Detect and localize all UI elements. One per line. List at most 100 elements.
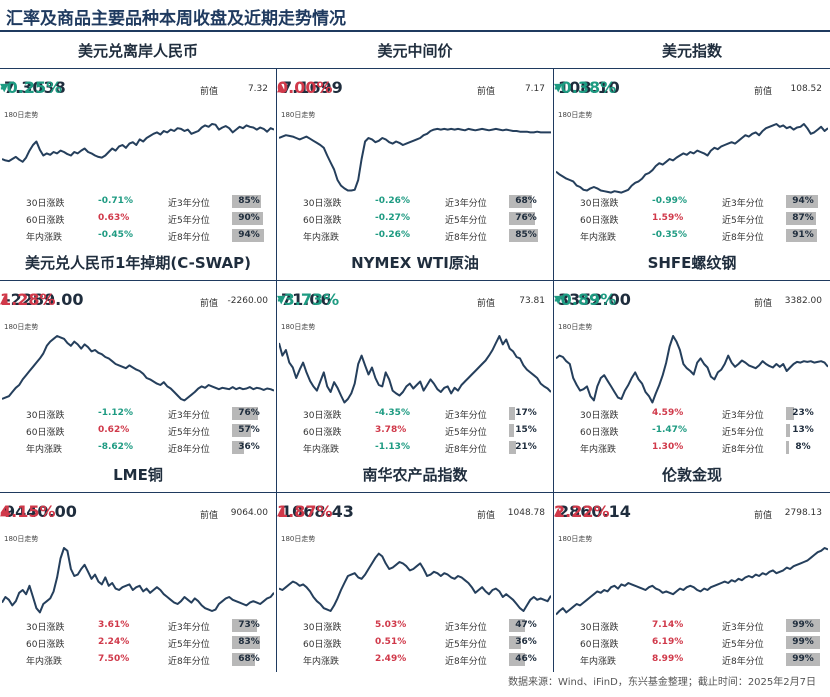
indicator-card: 伦敦金现 2860.14 2.22% ▲ 前值 2798.13 180日走势 30日涨跌 7.1… xyxy=(554,460,830,672)
percentile-bar xyxy=(786,229,817,242)
stats-row: 年内涨跌 -0.35% 近8年分位 91% xyxy=(554,228,830,244)
card-title: 伦敦金现 xyxy=(661,466,722,484)
stats-row: 60日涨跌 -1.47% 近5年分位 13% xyxy=(554,423,830,439)
change-period-label: 60日涨跌 xyxy=(26,216,65,226)
indicator-card: 美元指数 108.10 -0.38% ▼ 前值 108.52 180日走势 30日涨跌 -0.9… xyxy=(554,36,830,248)
percentile-label: 近5年分位 xyxy=(722,640,764,650)
percentile-bar xyxy=(509,195,532,208)
previous-value: 73.81 xyxy=(519,296,545,306)
trend-line xyxy=(556,547,828,616)
percentile-value: 99% xyxy=(792,620,814,630)
stats-row: 年内涨跌 7.50% 近8年分位 68% xyxy=(0,652,276,668)
period-change-value: 2.49% xyxy=(375,654,407,664)
latest-value: 71.06 xyxy=(281,290,332,309)
percentile-bar xyxy=(232,619,257,632)
stats-row: 30日涨跌 7.14% 近3年分位 99% xyxy=(554,618,830,634)
percentile-value: 15% xyxy=(515,425,537,435)
percentile-bar xyxy=(786,407,794,420)
previous-value: 108.52 xyxy=(790,84,823,94)
percentile-bar xyxy=(786,212,816,225)
up-arrow-icon: ▲ xyxy=(0,505,9,518)
percentile-label: 近8年分位 xyxy=(168,233,210,243)
trend-line xyxy=(556,335,828,404)
weekly-change: 4.15% xyxy=(0,502,56,521)
period-change-value: 0.63% xyxy=(98,213,130,223)
trend-label: 180日走势 xyxy=(281,111,316,119)
percentile-bar xyxy=(232,424,251,437)
previous-value-label: 前值 xyxy=(754,87,773,97)
percentile-bar xyxy=(786,195,818,208)
percentile-bar xyxy=(232,636,260,649)
change-period-label: 年内涨跌 xyxy=(26,445,63,455)
percentile-value: 68% xyxy=(238,654,260,664)
percentile-bar xyxy=(509,229,538,242)
percentile-bar xyxy=(509,653,525,666)
percentile-value: 83% xyxy=(238,637,260,647)
stats-row: 60日涨跌 6.19% 近5年分位 99% xyxy=(554,635,830,651)
trend-line xyxy=(279,127,551,192)
percentile-label: 近8年分位 xyxy=(445,657,487,667)
change-period-label: 60日涨跌 xyxy=(26,640,65,650)
title-divider xyxy=(0,30,830,32)
percentile-label: 近5年分位 xyxy=(168,428,210,438)
stats-row: 30日涨跌 -0.99% 近3年分位 94% xyxy=(554,194,830,210)
percentile-bar xyxy=(232,212,263,225)
trend-label: 180日走势 xyxy=(4,535,39,543)
indicator-card: 南华农产品指数 1068.43 1.87% ▲ 前值 1048.78 180日走势 30日涨跌… xyxy=(277,460,553,672)
stats-row: 年内涨跌 -0.45% 近8年分位 94% xyxy=(0,228,276,244)
latest-value: 9440.00 xyxy=(4,502,77,521)
card-title: 南华农产品指数 xyxy=(362,466,468,484)
card-title: NYMEX WTI原油 xyxy=(351,254,479,272)
percentile-value: 85% xyxy=(515,230,537,240)
up-arrow-icon: ▲ xyxy=(277,81,286,94)
latest-value: -2289.00 xyxy=(4,290,84,309)
column-separator xyxy=(553,68,554,672)
percentile-bar xyxy=(232,407,258,420)
column-separator xyxy=(276,68,277,672)
previous-value-label: 前值 xyxy=(754,299,773,309)
percentile-label: 近5年分位 xyxy=(445,216,487,226)
percentile-bar xyxy=(232,441,244,454)
percentile-value: 47% xyxy=(515,620,537,630)
change-period-label: 年内涨跌 xyxy=(580,445,617,455)
percentile-label: 近5年分位 xyxy=(168,640,210,650)
percentile-label: 近3年分位 xyxy=(445,199,487,209)
percentile-bar xyxy=(786,441,789,454)
period-change-value: -8.62% xyxy=(98,442,133,452)
stats-row: 年内涨跌 8.99% 近8年分位 99% xyxy=(554,652,830,668)
period-change-value: 0.62% xyxy=(98,425,130,435)
period-change-value: -0.45% xyxy=(98,230,133,240)
trend-sparkline xyxy=(279,552,551,612)
latest-value: 3352.00 xyxy=(558,290,631,309)
change-period-label: 年内涨跌 xyxy=(303,233,340,243)
down-arrow-icon: ▼ xyxy=(0,81,9,94)
stats-row: 30日涨跌 -0.26% 近3年分位 68% xyxy=(277,194,553,210)
card-divider xyxy=(0,492,276,493)
indicator-card: 美元中间价 7.1699 0.00% ▲ 前值 7.17 180日走势 30日涨跌 -0.26%… xyxy=(277,36,553,248)
trend-label: 180日走势 xyxy=(558,111,593,119)
previous-value: 3382.00 xyxy=(784,296,822,306)
percentile-value: 76% xyxy=(238,408,260,418)
up-arrow-icon: ▲ xyxy=(554,505,563,518)
card-title: SHFE螺纹钢 xyxy=(647,254,737,272)
card-title: 美元兑离岸人民币 xyxy=(77,42,198,60)
trend-line xyxy=(2,123,274,163)
card-divider xyxy=(554,68,830,69)
data-source-note: 数据来源：Wind、iFinD，东兴基金整理；截止时间：2025年2月7日 xyxy=(508,677,816,688)
trend-line xyxy=(2,335,274,402)
weekly-change: -0.25% xyxy=(0,78,63,97)
latest-value: 1068.43 xyxy=(281,502,354,521)
trend-label: 180日走势 xyxy=(281,535,316,543)
period-change-value: 8.99% xyxy=(652,654,684,664)
change-period-label: 30日涨跌 xyxy=(303,199,342,209)
percentile-value: 13% xyxy=(792,425,814,435)
previous-value-label: 前值 xyxy=(477,299,496,309)
stats-row: 60日涨跌 2.24% 近5年分位 83% xyxy=(0,635,276,651)
stats-row: 30日涨跌 -4.35% 近3年分位 17% xyxy=(277,406,553,422)
period-change-value: -0.71% xyxy=(98,196,133,206)
stats-row: 30日涨跌 4.59% 近3年分位 23% xyxy=(554,406,830,422)
percentile-bar xyxy=(232,229,264,242)
percentile-value: 8% xyxy=(795,442,811,452)
previous-value: -2260.00 xyxy=(227,296,268,306)
percentile-bar xyxy=(232,653,255,666)
